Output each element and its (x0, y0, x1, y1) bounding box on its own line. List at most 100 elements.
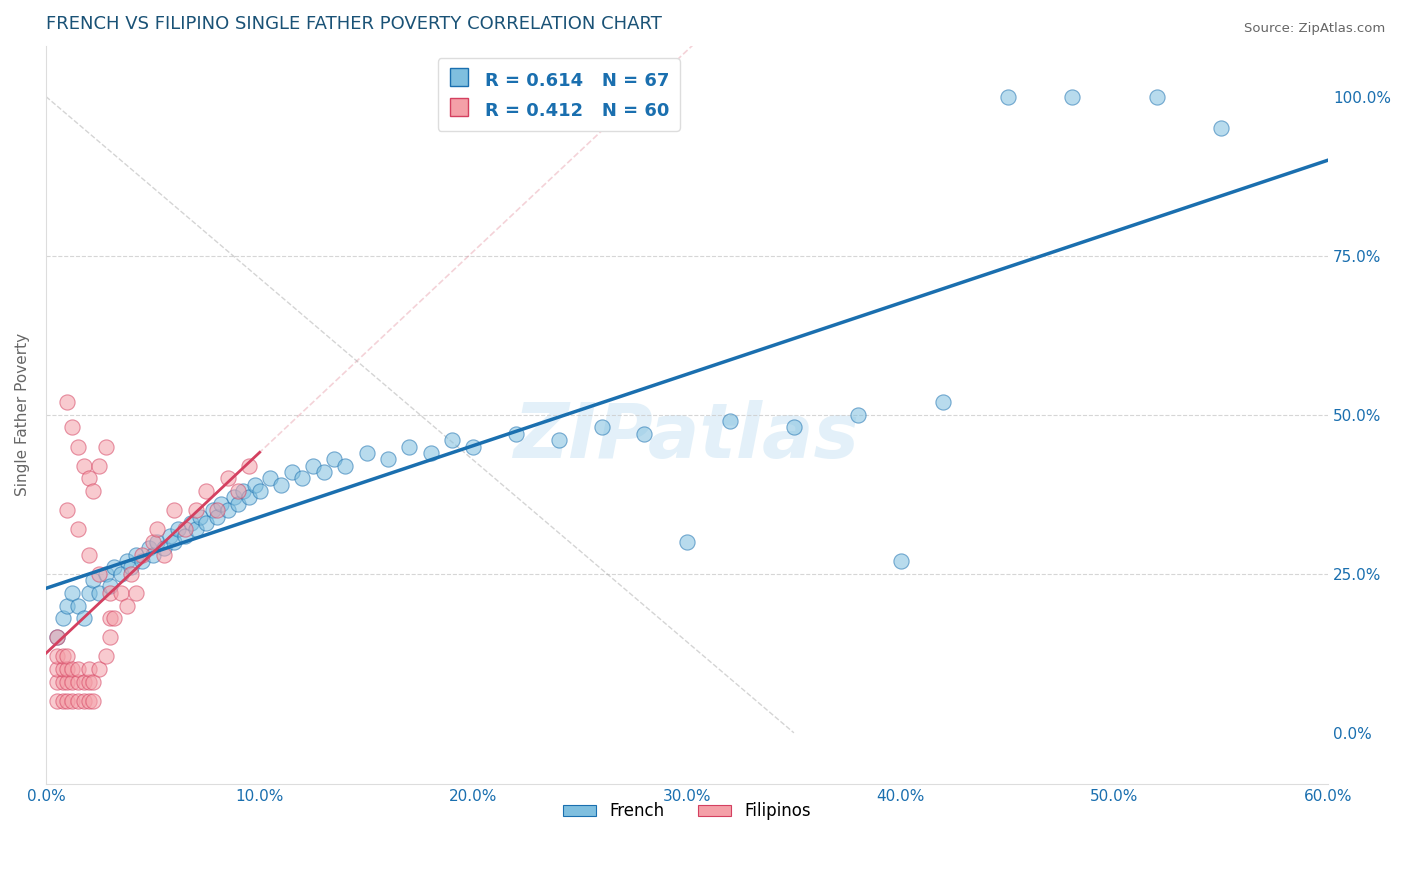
Point (201, 503, 224, 517)
Point (77, 471, 100, 485)
Point (45, 662, 67, 676)
Point (131, 554, 153, 568)
Point (94, 566, 117, 581)
Point (323, 452, 346, 467)
Point (195, 516, 218, 530)
Point (120, 560, 142, 574)
Text: ZIPatlas: ZIPatlas (515, 400, 860, 474)
Point (547, 433, 569, 447)
Point (52, 694, 75, 708)
Point (138, 541, 160, 556)
Point (89, 662, 111, 676)
Point (77, 694, 100, 708)
Point (131, 548, 153, 562)
Point (163, 503, 186, 517)
Point (103, 611, 125, 625)
Point (60, 674, 83, 689)
Point (110, 586, 132, 600)
Point (52, 674, 75, 689)
Point (56, 662, 79, 676)
Point (94, 649, 117, 664)
Point (173, 528, 195, 542)
Point (60, 586, 83, 600)
Point (56, 599, 79, 613)
Point (146, 535, 169, 549)
Point (291, 471, 314, 485)
Point (82, 674, 104, 689)
Point (73, 694, 96, 708)
Point (98, 580, 121, 594)
Point (45, 694, 67, 708)
Point (718, 414, 741, 428)
Point (56, 395, 79, 409)
Point (82, 694, 104, 708)
Point (238, 491, 260, 505)
Point (115, 599, 138, 613)
Text: Source: ZipAtlas.com: Source: ZipAtlas.com (1244, 22, 1385, 36)
Point (89, 566, 111, 581)
Point (82, 573, 104, 587)
Point (209, 497, 232, 511)
Point (249, 484, 271, 499)
Point (195, 484, 218, 499)
Point (60, 420, 83, 434)
Point (184, 503, 207, 517)
Point (302, 458, 325, 473)
Point (1211, 121, 1233, 136)
Point (217, 503, 239, 517)
Point (103, 560, 125, 574)
Point (997, 89, 1019, 103)
Point (66, 599, 89, 613)
Point (205, 503, 228, 517)
Point (60, 662, 83, 676)
Point (52, 611, 75, 625)
Point (633, 426, 655, 441)
Point (89, 458, 111, 473)
Point (184, 522, 207, 536)
Point (377, 452, 399, 467)
Point (180, 516, 202, 530)
Legend: French, Filipinos: French, Filipinos (557, 796, 818, 827)
Point (205, 509, 228, 524)
Point (188, 509, 211, 524)
Point (217, 471, 239, 485)
Point (226, 484, 249, 499)
Point (56, 503, 79, 517)
Point (56, 649, 79, 664)
Point (846, 408, 869, 422)
Point (66, 674, 89, 689)
Point (52, 649, 75, 664)
Point (222, 491, 245, 505)
Point (60, 694, 83, 708)
Point (89, 586, 111, 600)
Point (152, 548, 174, 562)
Point (152, 541, 174, 556)
Text: FRENCH VS FILIPINO SINGLE FATHER POVERTY CORRELATION CHART: FRENCH VS FILIPINO SINGLE FATHER POVERTY… (46, 15, 662, 33)
Point (238, 458, 260, 473)
Point (676, 535, 699, 549)
Point (159, 528, 181, 542)
Point (232, 484, 254, 499)
Point (125, 586, 148, 600)
Point (419, 446, 441, 460)
Point (463, 440, 485, 454)
Point (56, 694, 79, 708)
Point (115, 554, 138, 568)
Point (312, 465, 335, 479)
Point (146, 522, 169, 536)
Point (125, 548, 148, 562)
Point (98, 586, 121, 600)
Point (77, 674, 100, 689)
Point (890, 554, 912, 568)
Point (66, 694, 89, 708)
Point (66, 662, 89, 676)
Point (82, 484, 104, 499)
Point (45, 649, 67, 664)
Point (142, 548, 165, 562)
Point (94, 440, 117, 454)
Point (1146, 89, 1168, 103)
Point (440, 433, 463, 447)
Point (77, 662, 100, 676)
Point (333, 458, 356, 473)
Point (98, 611, 121, 625)
